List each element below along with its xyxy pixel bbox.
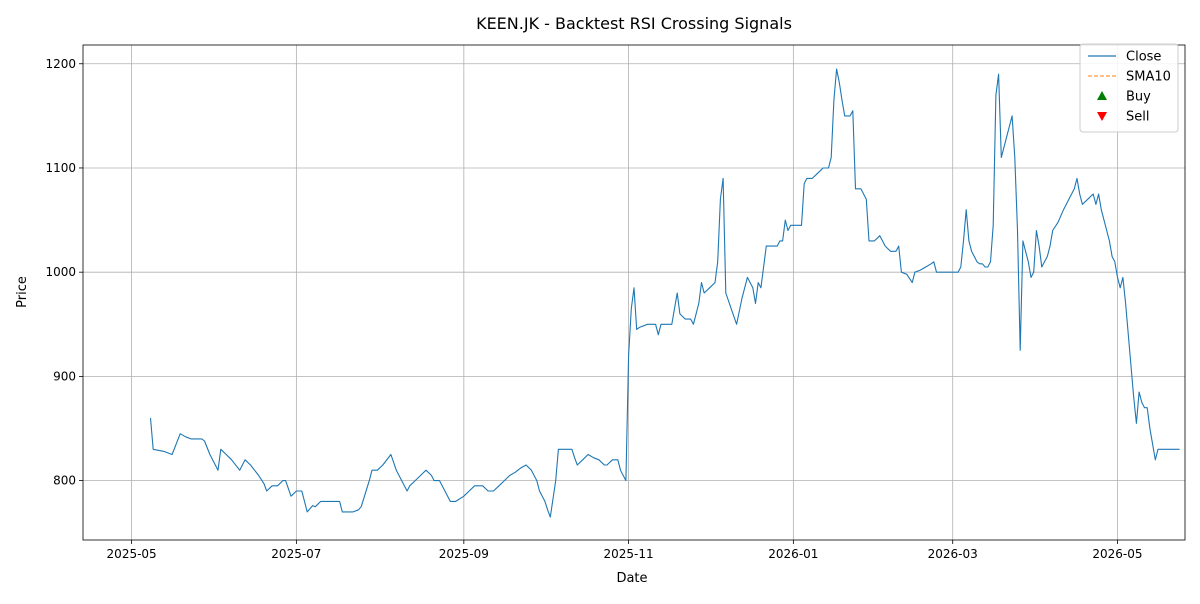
legend-close-label: Close — [1126, 50, 1161, 65]
legend-buy-label: Buy — [1126, 90, 1151, 105]
close-line — [149, 68, 1180, 518]
y-axis: 800 900 1000 1100 1200 — [45, 57, 83, 488]
legend-sell-label: Sell — [1126, 110, 1149, 125]
x-tick-label: 2026-03 — [928, 547, 978, 561]
x-tick-label: 2025-07 — [271, 547, 321, 561]
legend-buy-swatch — [1097, 91, 1107, 100]
grid-lines — [83, 45, 1185, 540]
y-tick-label: 1100 — [45, 161, 76, 175]
plot-area-frame — [82, 44, 1186, 541]
x-tick-label: 2026-01 — [768, 547, 818, 561]
x-tick-label: 2026-05 — [1092, 547, 1142, 561]
legend-sell-swatch — [1097, 112, 1107, 121]
legend-box — [1079, 43, 1179, 133]
y-tick-label: 800 — [53, 474, 76, 488]
x-tick-label: 2025-09 — [439, 547, 489, 561]
legend-sma10-label: SMA10 — [1126, 70, 1171, 85]
y-tick-label: 1200 — [45, 57, 76, 71]
y-tick-label: 1000 — [45, 265, 76, 279]
x-axis-label: Date — [616, 571, 647, 586]
y-axis-label: Price — [15, 276, 30, 308]
series-layer — [149, 68, 1180, 518]
legend: Close SMA10 Buy Sell — [1079, 43, 1179, 133]
x-axis: 2025-05 2025-07 2025-09 2025-11 2026-01 2026-… — [107, 540, 1143, 561]
x-tick-label: 2025-11 — [604, 547, 654, 561]
y-tick-label: 900 — [53, 369, 76, 383]
x-tick-label: 2025-05 — [107, 547, 157, 561]
chart-title: KEEN.JK - Backtest RSI Crossing Signals — [476, 14, 792, 33]
